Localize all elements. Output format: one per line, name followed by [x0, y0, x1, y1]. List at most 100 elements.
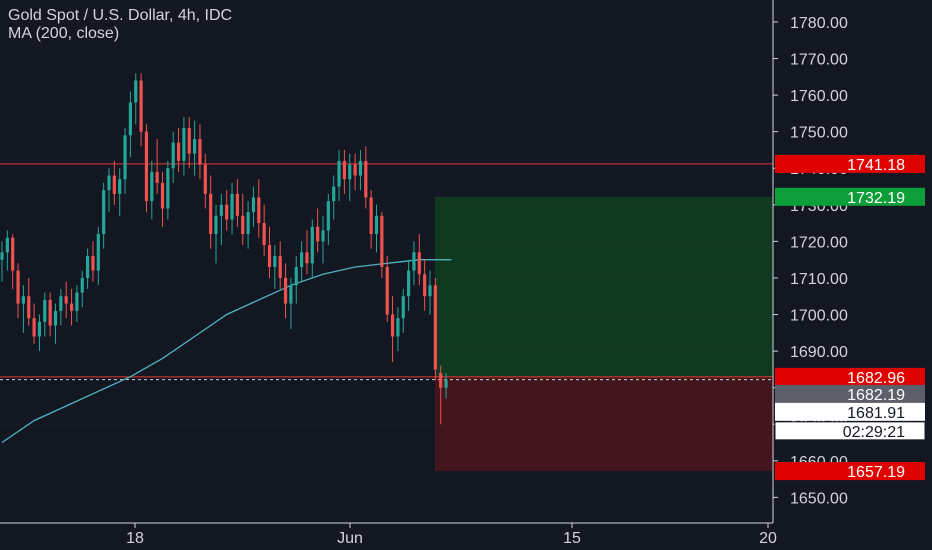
candle-body	[214, 215, 218, 235]
time-tick-label: 20	[759, 530, 777, 547]
candle	[321, 215, 325, 264]
candle-body	[423, 274, 427, 297]
countdown-badge-bg	[774, 421, 926, 441]
candle	[390, 296, 395, 363]
candle	[198, 124, 202, 180]
price-tick-label: 1770.00	[790, 52, 848, 69]
candle-body	[390, 314, 395, 337]
price-tick-label: 1780.00	[790, 15, 848, 32]
candle	[358, 149, 363, 191]
candle-body	[123, 135, 127, 180]
stop-badge[interactable]: 1657.19	[775, 462, 925, 481]
candle	[107, 168, 111, 213]
candle-body	[310, 226, 314, 264]
candle-body	[353, 164, 357, 176]
candle-body	[107, 175, 111, 191]
candle-body	[166, 168, 170, 209]
candle	[64, 281, 68, 319]
candle	[439, 365, 443, 425]
candle	[374, 204, 379, 253]
candle	[348, 153, 352, 202]
price-tick-label: 1760.00	[790, 88, 848, 105]
time-tick-label: 18	[126, 530, 144, 547]
candle	[246, 201, 250, 249]
candle-body	[251, 197, 256, 213]
resistance-badge[interactable]: 1741.18	[775, 154, 925, 174]
candle-body	[241, 215, 245, 235]
candle-body	[155, 171, 159, 183]
candle-body	[348, 164, 352, 180]
candle-body	[401, 296, 405, 319]
candle	[407, 259, 411, 311]
candle-body	[300, 252, 304, 267]
candle-body	[439, 373, 443, 388]
candle-body	[262, 223, 266, 246]
candle-body	[43, 299, 47, 322]
candle	[48, 292, 52, 337]
price-tick-label: 1710.00	[790, 271, 848, 288]
candle	[283, 263, 288, 319]
candle	[150, 160, 154, 220]
candle	[305, 230, 309, 275]
last-price-badge[interactable]: 1682.19	[775, 384, 925, 404]
chart-header: Gold Spot / U.S. Dollar, 4h, IDC MA (200…	[8, 7, 232, 42]
candle	[112, 160, 116, 205]
target-badge[interactable]: 1732.19	[775, 187, 925, 207]
candle	[369, 190, 373, 249]
stop-badge-bg	[775, 462, 925, 481]
candle-body	[257, 197, 261, 224]
candle-body	[219, 204, 223, 216]
resistance-badge-label: 1741.18	[847, 157, 905, 174]
candle-body	[364, 160, 368, 198]
candle	[32, 303, 36, 344]
target-badge-bg	[775, 187, 925, 206]
candle	[96, 226, 100, 286]
candle	[225, 190, 229, 231]
candle-body	[86, 256, 90, 278]
bid-price-badge-bg	[775, 402, 925, 421]
candle-body	[273, 256, 277, 267]
bid-price-badge-label: 1681.91	[847, 405, 905, 422]
candle	[193, 120, 197, 176]
candle-body	[171, 142, 175, 169]
candle	[219, 193, 223, 246]
entry-badge[interactable]: 1682.96	[775, 367, 925, 387]
candle-body	[176, 142, 181, 161]
candle	[332, 175, 336, 220]
candle-body	[80, 277, 84, 293]
chart-title: Gold Spot / U.S. Dollar, 4h, IDC	[8, 7, 232, 24]
candle-body	[407, 270, 411, 297]
candle	[294, 256, 298, 304]
candle	[353, 153, 357, 191]
candle	[230, 182, 234, 235]
candle-body	[128, 102, 132, 136]
candle-body	[144, 131, 149, 202]
time-tick-label: Jun	[337, 530, 363, 547]
time-axis[interactable]: 18 Jun 15 20	[126, 523, 777, 547]
candle-body	[225, 204, 229, 220]
price-tick-label: 1720.00	[790, 234, 848, 251]
candle	[139, 73, 143, 147]
candle-body	[21, 296, 25, 304]
candle-body	[75, 292, 79, 311]
candle-body	[396, 318, 400, 337]
countdown-badge[interactable]: 02:29:21	[774, 421, 926, 441]
candle-body	[417, 252, 421, 275]
candle-body	[198, 138, 202, 165]
candle	[289, 277, 293, 330]
candle-body	[332, 186, 336, 202]
candle-body	[326, 201, 330, 231]
candle	[316, 208, 320, 253]
candle	[380, 212, 384, 278]
price-tick-label: 1690.00	[790, 344, 848, 361]
candle	[11, 234, 15, 289]
candle	[300, 241, 304, 282]
candle	[176, 128, 181, 172]
candle-body	[342, 160, 346, 180]
candle-body	[102, 190, 106, 235]
bid-price-badge[interactable]: 1681.91	[775, 402, 925, 422]
candle	[337, 149, 341, 202]
candle	[444, 373, 448, 399]
